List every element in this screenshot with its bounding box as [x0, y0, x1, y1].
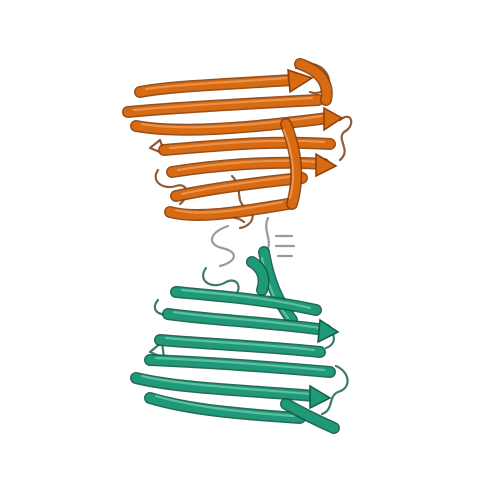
upper-domain: [122, 58, 353, 230]
upper-strand-6: [170, 172, 308, 202]
linker-region: [211, 216, 296, 282]
upper-strand-3: [130, 106, 344, 136]
lower-strand-2: [170, 286, 322, 316]
lower-strand-3: [162, 308, 340, 344]
upper-strand-8: [280, 118, 303, 210]
upper-strand-4: [158, 136, 336, 156]
upper-strand-7: [164, 198, 294, 221]
upper-strand-2: [122, 94, 324, 118]
lower-coil-4: [202, 266, 240, 300]
upper-strand-9: [294, 58, 333, 106]
lower-strand-8: [280, 398, 340, 434]
lower-strand-6: [130, 372, 332, 410]
upper-strand-1: [134, 68, 314, 98]
lower-coil-2: [320, 364, 349, 416]
linker-coil-2: [211, 224, 235, 268]
upper-strand-5: [166, 152, 338, 178]
lower-domain: [130, 246, 349, 434]
lower-strand-5: [144, 354, 336, 378]
upper-coil-2: [338, 115, 353, 162]
lower-strand-7: [144, 392, 306, 424]
lower-strand-9: [246, 256, 270, 296]
lower-strand-4: [154, 334, 326, 358]
linker-coil-3: [274, 234, 296, 258]
